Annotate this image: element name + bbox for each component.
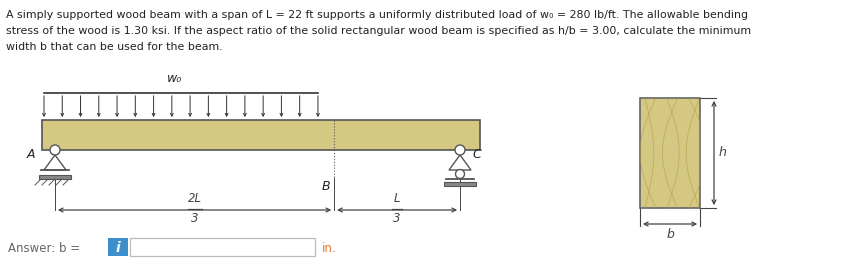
Text: 2L: 2L [188, 192, 202, 205]
Bar [640, 98, 700, 208]
Text: h: h [719, 147, 727, 160]
Bar [108, 238, 128, 256]
Text: B: B [321, 180, 330, 193]
Text: A simply supported wood beam with a span of L = 22 ft supports a uniformly distr: A simply supported wood beam with a span… [6, 10, 748, 20]
Text: in.: in. [322, 241, 337, 254]
Bar [42, 120, 480, 150]
Bar [130, 238, 315, 256]
Circle shape [456, 169, 464, 178]
Text: stress of the wood is 1.30 ksi. If the aspect ratio of the solid rectangular woo: stress of the wood is 1.30 ksi. If the a… [6, 26, 751, 36]
Text: Answer: b =: Answer: b = [8, 241, 84, 254]
Text: 3: 3 [191, 212, 198, 225]
Text: b: b [666, 228, 674, 241]
Text: w₀: w₀ [167, 72, 183, 85]
Polygon shape [449, 155, 471, 170]
Text: A: A [27, 148, 35, 161]
Circle shape [455, 145, 465, 155]
Polygon shape [44, 155, 66, 170]
Text: C: C [472, 148, 481, 161]
Text: 3: 3 [393, 212, 401, 225]
Text: i: i [116, 241, 120, 255]
Bar [444, 182, 476, 186]
Text: L: L [394, 192, 400, 205]
Text: width b that can be used for the beam.: width b that can be used for the beam. [6, 42, 223, 52]
Circle shape [50, 145, 60, 155]
Bar [39, 175, 71, 179]
